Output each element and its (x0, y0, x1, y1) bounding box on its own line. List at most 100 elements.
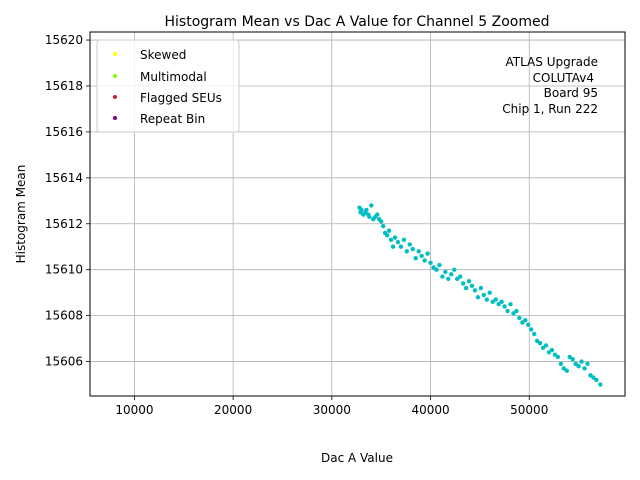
data-point (481, 292, 487, 298)
data-point (579, 359, 584, 364)
data-point (378, 219, 384, 224)
legend: Skewed Multimodal Flagged SEUs Repeat Bi… (96, 39, 240, 133)
data-point (549, 347, 555, 353)
data-point (449, 272, 454, 277)
data-point (546, 350, 552, 355)
data-point (369, 203, 374, 208)
data-point (573, 361, 578, 367)
y-axis-ticks: 15606 15608 15610 15612 15614 15616 15618 15620 (45, 33, 90, 369)
data-point (490, 299, 495, 305)
x-axis-label: Dac A Value (321, 451, 393, 465)
data-point (514, 308, 519, 314)
data-point (484, 297, 490, 302)
data-point (446, 276, 451, 282)
y-tick-label: 15606 (45, 355, 83, 369)
x-tick-label: 30000 (313, 403, 351, 417)
data-point (508, 301, 513, 307)
data-point (475, 295, 481, 300)
data-point (375, 212, 380, 217)
legend-marker-skewed (113, 52, 117, 56)
data-point (367, 214, 372, 220)
legend-box (96, 39, 240, 133)
y-tick-label: 15610 (45, 263, 83, 277)
data-points (357, 203, 603, 387)
data-point (588, 373, 593, 378)
data-point (434, 267, 439, 272)
data-point (359, 207, 364, 213)
data-point (478, 285, 484, 291)
data-point (428, 260, 433, 266)
annotation-line-1: ATLAS Upgrade (505, 55, 598, 69)
data-point (570, 357, 575, 362)
data-point (472, 288, 478, 293)
data-point (540, 345, 546, 350)
x-tick-label: 20000 (214, 403, 252, 417)
data-point (410, 246, 415, 252)
data-point (526, 322, 531, 328)
legend-label-repeat-bin: Repeat Bin (140, 112, 205, 126)
annotation-line-4: Chip 1, Run 222 (502, 102, 598, 116)
data-point (496, 301, 501, 307)
data-point (594, 377, 599, 383)
data-point (392, 235, 398, 240)
data-point (466, 278, 472, 284)
data-point (390, 244, 396, 249)
data-point (398, 244, 404, 249)
y-axis-label: Histogram Mean (14, 165, 28, 264)
data-point (416, 249, 421, 254)
data-point (585, 361, 590, 367)
data-point (443, 269, 448, 275)
data-point (552, 352, 558, 357)
data-point (505, 308, 510, 314)
x-tick-label: 50000 (510, 403, 548, 417)
data-point (440, 274, 445, 279)
data-point (487, 290, 492, 295)
data-point (502, 304, 507, 309)
chart-title: Histogram Mean vs Dac A Value for Channe… (165, 14, 550, 30)
y-tick-label: 15616 (45, 125, 83, 139)
data-point (493, 297, 498, 302)
legend-marker-multimodal (113, 74, 117, 78)
data-point (422, 258, 427, 263)
annotation-line-3: Board 95 (544, 86, 598, 100)
data-point (380, 223, 386, 229)
data-point (437, 262, 442, 268)
data-point (452, 267, 457, 272)
x-tick-label: 10000 (115, 403, 153, 417)
data-point (529, 327, 534, 332)
legend-label-flagged-seus: Flagged SEUs (140, 91, 222, 105)
data-point (534, 338, 540, 344)
data-point (531, 331, 537, 337)
data-point (431, 265, 436, 270)
annotation-line-2: COLUTAv4 (533, 71, 594, 85)
data-point (364, 207, 369, 213)
data-point (425, 251, 430, 256)
y-tick-label: 15614 (45, 171, 83, 185)
legend-label-skewed: Skewed (140, 48, 186, 62)
data-point (384, 233, 390, 238)
data-point (407, 242, 413, 247)
legend-label-multimodal: Multimodal (140, 70, 207, 84)
data-point (386, 228, 392, 233)
data-point (567, 354, 572, 360)
y-tick-label: 15618 (45, 79, 83, 93)
data-point (419, 253, 424, 259)
data-point (454, 276, 460, 282)
legend-marker-flagged-seus (113, 95, 117, 99)
data-point (401, 237, 407, 243)
data-point (555, 354, 561, 360)
plot-frame (89, 31, 626, 397)
annotation-block: ATLAS Upgrade COLUTAv4 Board 95 Chip 1, … (502, 55, 598, 116)
data-point (537, 340, 543, 346)
grid-lines (90, 32, 625, 396)
data-point (511, 311, 516, 316)
data-point (469, 283, 475, 288)
y-tick-label: 15620 (45, 33, 83, 47)
data-point (582, 366, 587, 371)
data-point (388, 237, 394, 243)
data-point (517, 315, 522, 321)
data-point (561, 366, 567, 371)
data-point (564, 368, 569, 373)
data-point (558, 361, 564, 367)
